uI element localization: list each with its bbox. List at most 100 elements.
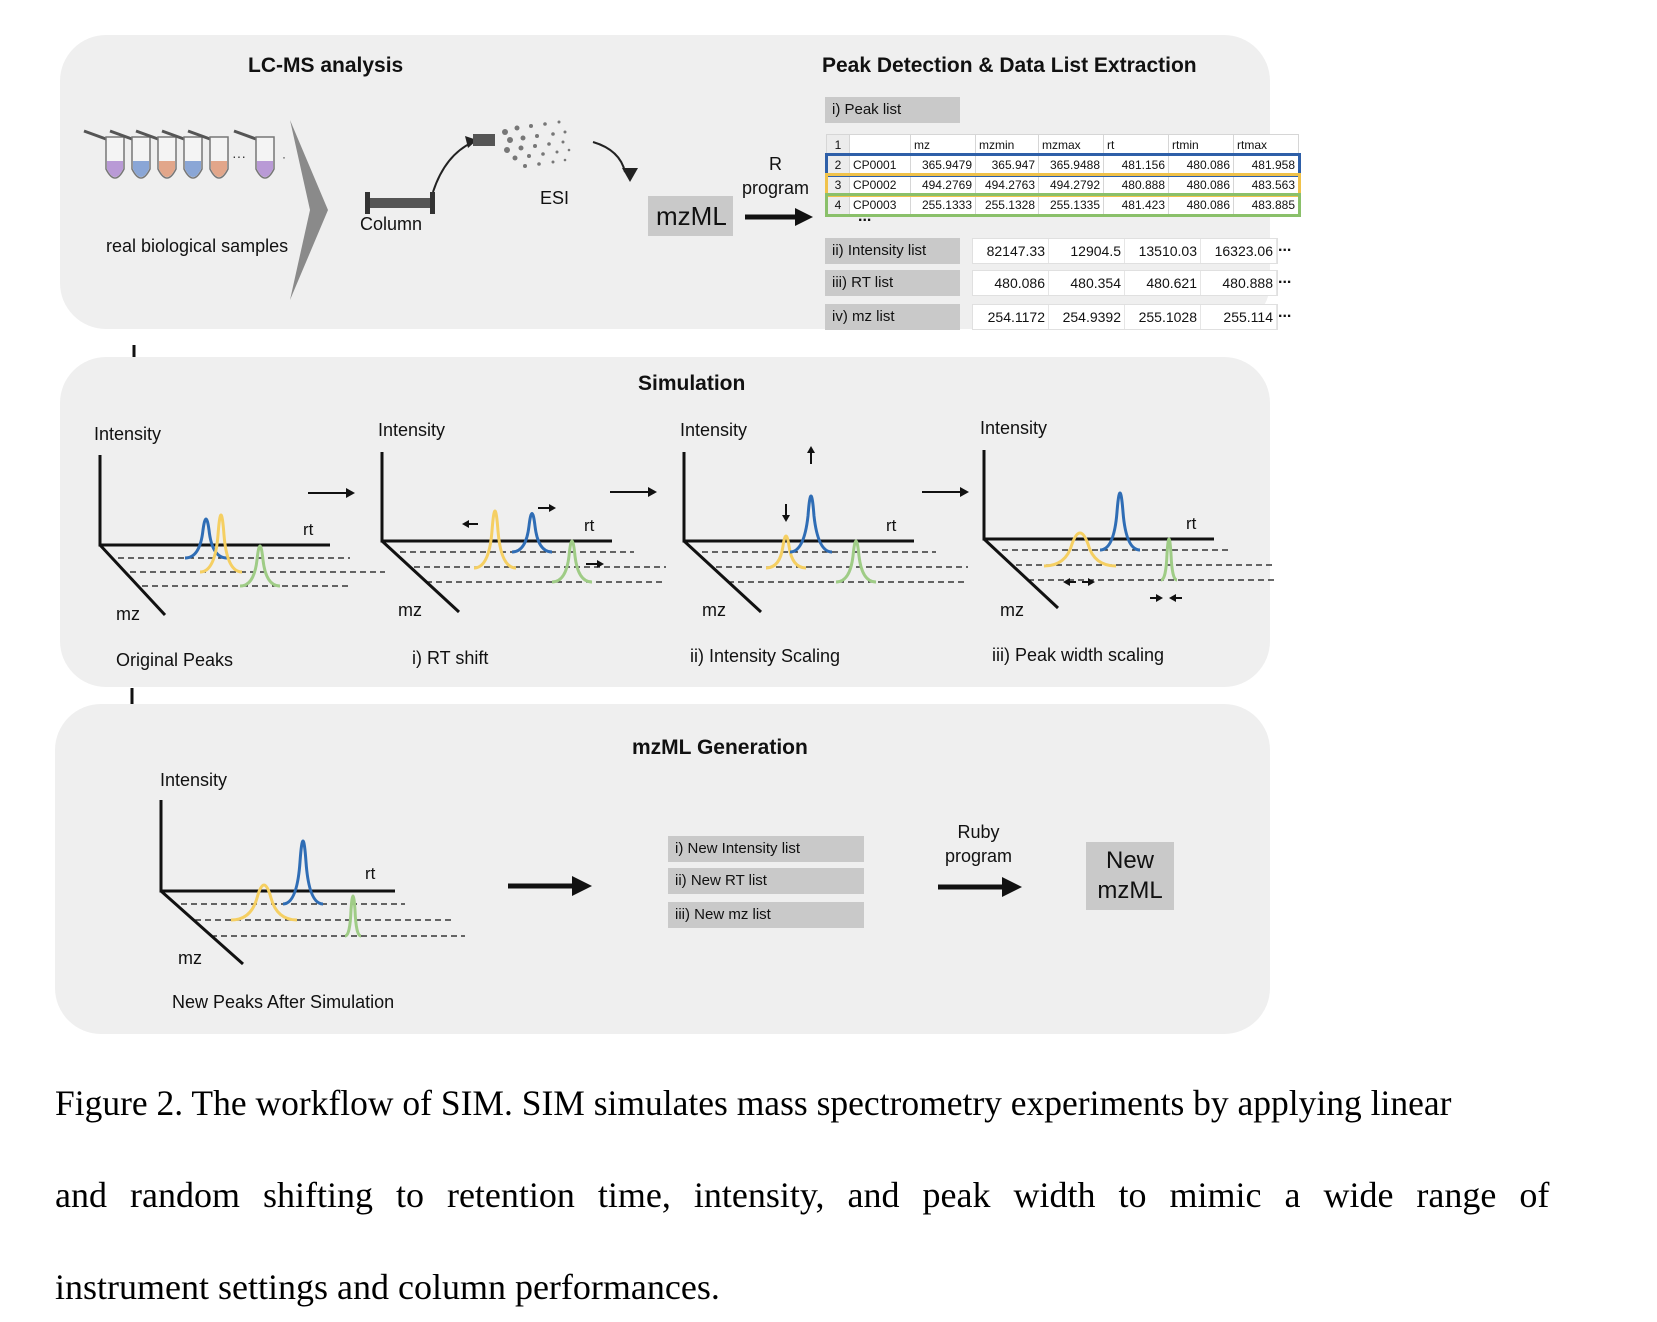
intensity-values: 82147.33 12904.5 13510.03 16323.06 [972,238,1278,264]
figure-caption-line-3: instrument settings and column performan… [55,1267,720,1307]
peak-yellow [1043,531,1117,568]
table-cell: 494.2792 [1038,174,1104,195]
table-more-ellipsis: ... [858,208,872,225]
table-header-cell: mzmax [1038,134,1104,155]
table-cell: 3 [826,174,850,195]
svg-text:···: ··· [232,148,246,164]
generation-title: mzML Generation [632,736,808,759]
simulation-panel [60,357,1270,687]
table-cell: 4 [826,194,850,215]
table-cell: 480.086 [1168,174,1234,195]
table-cell: 2 [826,154,850,175]
step-arrow-icon [308,488,355,498]
intensity-ellipsis: ... [1278,238,1292,255]
table-cell: 494.2763 [975,174,1039,195]
value-cell: 480.621 [1125,271,1201,295]
to-lists-arrow-icon [508,876,592,896]
axis-label-mz: mz [398,600,422,620]
peak-blue [1099,491,1141,552]
peak-green [1160,537,1178,582]
axis-label-intensity: Intensity [94,424,162,444]
value-cell: 480.888 [1201,271,1277,295]
table-header-cell [849,134,911,155]
peak-green [835,539,877,584]
table-cell: 483.563 [1233,174,1299,195]
peak-green [551,539,593,584]
column-icon [365,198,435,208]
table-cell: 255.1328 [975,194,1039,215]
tube-4 [161,129,203,179]
sample-tubes-illustration: ··· · [83,129,286,179]
caption-intensity-scaling: ii) Intensity Scaling [690,646,841,666]
plot-peak-width-scaling [982,450,1276,610]
new-mzml-label: New mzML [1097,847,1163,904]
axis-label-rt: rt [365,864,376,883]
tube-5 [187,129,229,179]
axis-label-mz: mz [702,600,726,620]
step-arrow-icon [610,487,657,497]
figure-caption-line-1: Figure 2. The workflow of SIM. SIM simul… [55,1083,1452,1123]
simulation-title: Simulation [638,372,746,395]
new-rt-list-label: ii) New RT list [668,868,864,894]
plot-original-peaks [98,455,385,617]
table-cell: 480.086 [1168,154,1234,175]
peak-blue [789,494,833,554]
table-cell: 483.885 [1233,194,1299,215]
table-header-row: 1 mz mzmin mzmax rt rtmin rtmax [826,134,1299,155]
axis-label-rt: rt [303,520,314,539]
table-cell: 481.423 [1103,194,1169,215]
axis-label-mz: mz [1000,600,1024,620]
plot-rt-shift [380,452,666,614]
table-header-cell: rtmax [1233,134,1299,155]
svg-text:·: · [282,150,286,164]
new-mz-list-label: iii) New mz list [668,902,864,928]
plot-intensity-scaling [682,446,968,614]
table-cell: CP0002 [849,174,911,195]
peak-green [239,544,281,588]
axis-label-mz: mz [178,948,202,968]
peak-list-label: i) Peak list [825,97,960,123]
table-row: 2 CP0001 365.9479 365.947 365.9488 481.1… [824,152,1301,177]
table-cell: CP0003 [849,194,911,215]
peak-blue [511,512,553,554]
peak-yellow [473,509,517,570]
axis-label-mz: mz [116,604,140,624]
axis-label-intensity: Intensity [378,420,446,440]
table-cell: 365.947 [975,154,1039,175]
esi-label: ESI [540,188,570,208]
rt-values: 480.086 480.354 480.621 480.888 [972,270,1278,296]
r-program-arrow-icon [745,208,813,226]
samples-label: real biological samples [106,236,289,256]
mzml-label: mzML [656,201,727,231]
value-cell: 16323.06 [1201,239,1277,263]
peak-yellow [230,883,298,922]
table-header-cell: rt [1103,134,1169,155]
value-cell: 255.114 [1201,305,1277,329]
peak-detection-title: Peak Detection & Data List Extraction [822,54,1197,77]
peak-green [344,894,362,938]
axis-label-intensity: Intensity [980,418,1048,438]
value-cell: 480.354 [1049,271,1125,295]
ruby-program-label: Ruby program [945,822,1013,866]
peak-yellow [765,534,807,570]
axis-label-rt: rt [1186,514,1197,533]
column-esi-illustration [365,120,626,214]
generation-panel [55,704,1270,1034]
value-cell: 82147.33 [973,239,1049,263]
column-label: Column [360,214,423,234]
caption-peak-width-scaling: iii) Peak width scaling [992,645,1165,665]
mz-list-label: iv) mz list [825,304,960,330]
tube-1 [83,129,125,179]
intensity-list-label: ii) Intensity list [825,238,960,264]
table-header-cell: mz [910,134,976,155]
peak-blue [282,839,324,906]
table-cell: 255.1335 [1038,194,1104,215]
value-cell: 254.9392 [1049,305,1125,329]
mz-values: 254.1172 254.9392 255.1028 255.114 [972,304,1278,330]
plot-new-peaks [159,800,465,966]
esi-spray-icon [502,120,571,168]
step-arrow-icon [922,487,969,497]
value-cell: 480.086 [973,271,1049,295]
peak-yellow [199,513,243,574]
new-intensity-list-label: i) New Intensity list [668,836,864,862]
